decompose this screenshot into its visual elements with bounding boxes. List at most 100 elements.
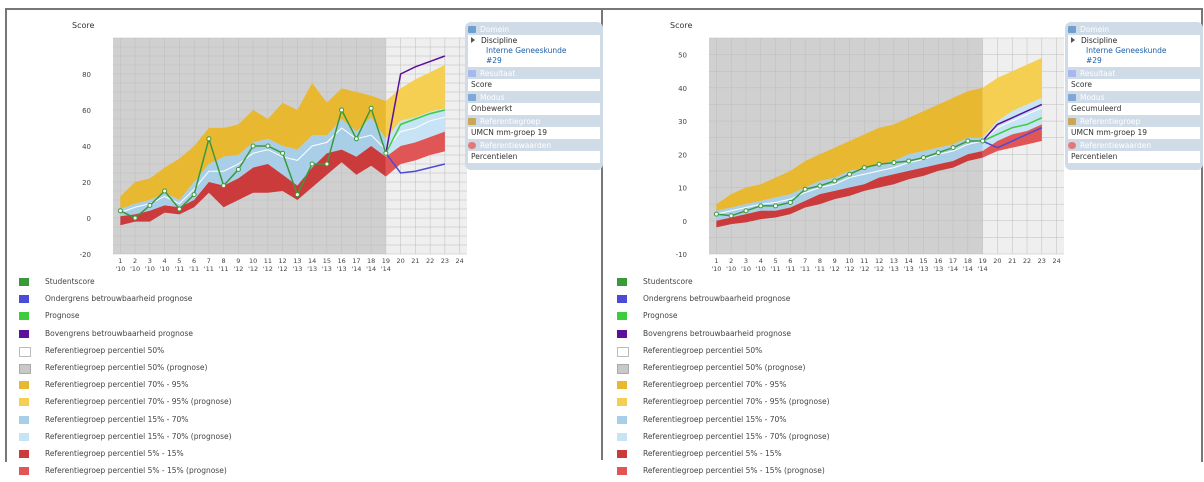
band-70-95-prognose	[385, 65, 445, 139]
x-subtick-label: '11	[219, 265, 229, 273]
x-subtick-label: '13	[292, 265, 302, 273]
y-tick-label: 50	[678, 52, 687, 60]
lower-bound-line	[385, 152, 446, 174]
studentscore-point	[891, 160, 897, 166]
x-tick-label: 16	[337, 257, 345, 265]
expand-triangle-icon[interactable]	[471, 37, 475, 43]
prognose-line	[982, 117, 1043, 142]
x-tick-label: 6	[192, 257, 196, 265]
x-tick-label: 23	[441, 257, 449, 265]
band-5-15-prognose	[385, 131, 445, 177]
x-tick-label: 24	[455, 257, 463, 265]
x-tick-label: 13	[890, 257, 898, 265]
x-subtick-label: '10	[160, 265, 170, 273]
studentscore-point	[339, 107, 345, 113]
x-tick-label: 20	[396, 257, 404, 265]
legend-label: Studentscore	[643, 277, 693, 286]
y-tick-label: 30	[678, 118, 687, 126]
y-tick-label: 80	[82, 71, 91, 79]
result-select[interactable]: Score	[468, 79, 600, 91]
legend-swatch	[19, 312, 29, 321]
score-chart: Score-10010203040501'102'103'104'105'116…	[670, 21, 1064, 273]
refgroup-select[interactable]: UMCN mm-groep 19	[468, 127, 600, 139]
legend-swatch	[19, 329, 29, 338]
x-subtick-label: '10	[145, 265, 155, 273]
legend-label: Referentiegroep percentiel 5% - 15% (pro…	[643, 466, 825, 476]
legend-label: Referentiegroep percentiel 15% - 70%	[45, 414, 189, 424]
x-tick-label: 7	[207, 257, 211, 265]
x-subtick-label: '13	[307, 265, 317, 273]
mode-select[interactable]: Gecumuleerd	[1068, 103, 1200, 115]
x-subtick-label: '11	[189, 265, 199, 273]
studentscore-point	[206, 136, 212, 142]
x-subtick-label: '12	[263, 265, 273, 273]
legend-swatch	[19, 432, 29, 441]
studentscore-point	[132, 215, 138, 221]
y-tick-label: -10	[676, 251, 687, 259]
discipline-link[interactable]: Interne Geneeskunde	[1086, 46, 1167, 55]
result-select[interactable]: Score	[1068, 79, 1200, 91]
expand-triangle-icon[interactable]	[1071, 37, 1075, 43]
x-subtick-label: '13	[337, 265, 347, 273]
bar-chart-icon	[1068, 70, 1076, 77]
refvalues-icon	[468, 142, 476, 149]
studentscore-point	[265, 143, 271, 149]
discipline-label: Discipline	[481, 36, 518, 45]
refvalues-select[interactable]: Percentielen	[468, 151, 600, 163]
x-tick-label: 22	[1023, 257, 1031, 265]
x-subtick-label: '11	[800, 265, 810, 273]
legend-swatch	[617, 329, 627, 338]
x-tick-label: 6	[788, 257, 792, 265]
x-subtick-label: '11	[174, 265, 184, 273]
x-subtick-label: '12	[248, 265, 258, 273]
x-tick-label: 14	[905, 257, 913, 265]
studentscore-point	[294, 192, 300, 198]
refvalues-header: Referentiewaarden	[468, 140, 600, 151]
refvalues-select[interactable]: Percentielen	[1068, 151, 1200, 163]
band-70-95	[716, 87, 983, 211]
studentscore-point	[861, 165, 867, 171]
legend-swatch	[617, 295, 627, 304]
chart-panel-onbewerkt: Score -20 0 20 40 60 80 1'10 2'10 3'10 4'10 5'11 6'1…	[7, 10, 603, 476]
x-tick-label: 19	[979, 257, 987, 265]
legend-label: Referentiegroep percentiel 5% - 15% (pro…	[45, 466, 227, 476]
x-subtick-label: '11	[204, 265, 214, 273]
x-subtick-label: '10	[741, 265, 751, 273]
x-tick-label: 15	[323, 257, 331, 265]
mode-select[interactable]: Onbewerkt	[468, 103, 600, 115]
x-subtick-label: '13	[933, 265, 943, 273]
panel-divider	[601, 8, 603, 460]
refgroup-select[interactable]: UMCN mm-groep 19	[1068, 127, 1200, 139]
legend-label: Referentiegroep percentiel 15% - 70% (pr…	[643, 431, 830, 441]
x-tick-label: 21	[411, 257, 419, 265]
domain-header: Domein	[1068, 24, 1200, 35]
domain-tree[interactable]: Discipline Interne Geneeskunde #29	[1068, 35, 1200, 67]
band-70-95-prognose	[982, 57, 1042, 138]
x-tick-label: 19	[382, 257, 390, 265]
domain-tree[interactable]: Discipline Interne Geneeskunde #29	[468, 35, 600, 67]
studentscore-point	[980, 138, 986, 144]
legend-swatch	[617, 432, 627, 441]
y-tick-label: 10	[678, 185, 687, 193]
median-line	[120, 127, 387, 214]
legend-swatch	[617, 398, 627, 407]
x-tick-label: 10	[845, 257, 853, 265]
y-axis-label: Score	[670, 21, 692, 30]
mode-icon	[1068, 94, 1076, 101]
x-tick-label: 8	[818, 257, 822, 265]
x-tick-label: 12	[875, 257, 883, 265]
legend-label: Referentiegroep percentiel 70% - 95%	[643, 380, 787, 390]
discipline-link[interactable]: Interne Geneeskunde	[486, 46, 567, 55]
studentscore-point	[935, 150, 941, 156]
y-tick-label: 40	[678, 85, 687, 93]
x-tick-label: 22	[426, 257, 434, 265]
legend-swatch	[617, 346, 629, 357]
x-tick-label: 24	[1052, 257, 1060, 265]
legend-label: Referentiegroep percentiel 50%	[45, 345, 165, 355]
studentscore-point	[906, 158, 912, 164]
domain-header: Domein	[468, 24, 600, 35]
legend-label: Referentiegroep percentiel 50% (prognose…	[643, 362, 806, 372]
result-header: Resultaat	[1068, 68, 1200, 79]
domain-icon	[1068, 26, 1076, 33]
result-header: Resultaat	[468, 68, 600, 79]
